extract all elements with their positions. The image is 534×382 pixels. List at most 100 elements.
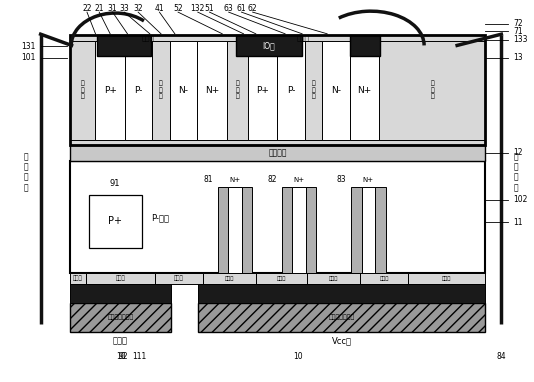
Text: N+: N+ bbox=[205, 86, 219, 95]
Bar bbox=[351, 187, 362, 273]
Bar bbox=[155, 273, 203, 284]
Text: 埋氧化层: 埋氧化层 bbox=[269, 149, 287, 157]
Bar bbox=[226, 40, 248, 139]
Text: P+: P+ bbox=[108, 217, 122, 227]
Text: 氧
化
层: 氧 化 层 bbox=[235, 81, 239, 99]
Text: 32: 32 bbox=[134, 4, 143, 13]
Text: 61: 61 bbox=[237, 4, 246, 13]
Bar bbox=[97, 35, 152, 56]
Text: 氧化层: 氧化层 bbox=[174, 276, 184, 281]
Bar bbox=[229, 187, 242, 273]
Text: N+: N+ bbox=[230, 176, 241, 183]
Bar bbox=[70, 160, 485, 273]
Bar bbox=[153, 40, 169, 139]
Bar bbox=[292, 187, 305, 273]
Bar bbox=[307, 273, 360, 284]
Text: 金
属
引
线: 金 属 引 线 bbox=[24, 152, 29, 192]
Text: 12: 12 bbox=[514, 149, 523, 157]
Text: 11: 11 bbox=[514, 218, 523, 227]
Text: 41: 41 bbox=[155, 4, 164, 13]
Text: 82: 82 bbox=[268, 175, 277, 184]
Text: 氧化层: 氧化层 bbox=[116, 276, 125, 281]
Bar bbox=[203, 273, 256, 284]
Text: 金
属
引
线: 金 属 引 线 bbox=[514, 152, 519, 192]
Bar bbox=[125, 40, 153, 139]
Text: 氧化层: 氧化层 bbox=[329, 276, 338, 281]
Bar bbox=[408, 273, 485, 284]
Text: 10: 10 bbox=[294, 352, 303, 361]
Bar bbox=[70, 303, 171, 332]
Text: IO端: IO端 bbox=[263, 41, 275, 50]
Text: 83: 83 bbox=[336, 175, 346, 184]
Text: 氧化层: 氧化层 bbox=[277, 276, 286, 281]
Text: P-: P- bbox=[287, 86, 295, 95]
Bar bbox=[89, 195, 142, 248]
Text: 钛钨金属硅化物: 钛钨金属硅化物 bbox=[107, 315, 134, 320]
Text: 102: 102 bbox=[514, 195, 528, 204]
Bar bbox=[70, 40, 96, 139]
Text: 氧
化
层: 氧 化 层 bbox=[81, 81, 84, 99]
Bar bbox=[236, 35, 302, 56]
Bar bbox=[96, 40, 125, 139]
Bar bbox=[305, 40, 322, 139]
Bar bbox=[242, 187, 253, 273]
Text: 氧化层: 氧化层 bbox=[225, 276, 234, 281]
Bar bbox=[350, 35, 380, 56]
Text: 氧化层: 氧化层 bbox=[442, 276, 451, 281]
Bar bbox=[70, 35, 485, 145]
Bar bbox=[322, 40, 350, 139]
Text: 氧化层: 氧化层 bbox=[73, 276, 83, 281]
Text: 氧化层: 氧化层 bbox=[142, 34, 155, 41]
Text: 氧化层: 氧化层 bbox=[380, 276, 389, 281]
Text: N-: N- bbox=[178, 86, 189, 95]
Text: 接地端: 接地端 bbox=[113, 337, 128, 346]
Text: 21: 21 bbox=[95, 4, 104, 13]
Bar bbox=[70, 35, 485, 145]
Bar bbox=[350, 40, 379, 139]
Bar bbox=[248, 40, 277, 139]
Bar bbox=[198, 284, 485, 303]
Bar bbox=[70, 284, 171, 303]
Text: 氧化层: 氧化层 bbox=[296, 34, 309, 41]
Text: P+: P+ bbox=[104, 86, 116, 95]
Text: P-衬底: P-衬底 bbox=[152, 213, 169, 222]
Text: 84: 84 bbox=[497, 352, 506, 361]
Text: 31: 31 bbox=[108, 4, 117, 13]
Text: 81: 81 bbox=[203, 175, 213, 184]
Text: 63: 63 bbox=[224, 4, 233, 13]
Bar bbox=[305, 187, 316, 273]
Text: 133: 133 bbox=[514, 36, 528, 44]
Text: 91: 91 bbox=[110, 179, 121, 188]
Text: N+: N+ bbox=[363, 176, 374, 183]
Bar bbox=[256, 273, 307, 284]
Text: 101: 101 bbox=[21, 53, 35, 62]
Bar bbox=[86, 273, 155, 284]
Text: 52: 52 bbox=[173, 4, 183, 13]
Bar bbox=[375, 187, 386, 273]
Bar bbox=[197, 40, 226, 139]
Text: N+: N+ bbox=[357, 86, 371, 95]
Bar bbox=[360, 273, 408, 284]
Text: 72: 72 bbox=[514, 19, 523, 28]
Text: 51: 51 bbox=[205, 4, 214, 13]
Text: 氧
化
层: 氧 化 层 bbox=[311, 81, 315, 99]
Text: 111: 111 bbox=[132, 352, 146, 361]
Text: 33: 33 bbox=[120, 4, 129, 13]
Bar bbox=[70, 145, 485, 160]
Bar bbox=[362, 187, 375, 273]
Bar bbox=[379, 40, 485, 139]
Text: N-: N- bbox=[331, 86, 341, 95]
Text: 92: 92 bbox=[119, 352, 128, 361]
Text: 131: 131 bbox=[21, 42, 35, 51]
Bar bbox=[169, 40, 197, 139]
Text: 钛钨金属硅化物: 钛钨金属硅化物 bbox=[328, 315, 355, 320]
Bar bbox=[218, 187, 229, 273]
Bar bbox=[281, 187, 292, 273]
Text: 71: 71 bbox=[514, 27, 523, 36]
Text: N+: N+ bbox=[293, 176, 304, 183]
Bar bbox=[70, 273, 86, 284]
Text: 10: 10 bbox=[116, 352, 125, 361]
Text: 132: 132 bbox=[191, 4, 205, 13]
Text: P+: P+ bbox=[256, 86, 269, 95]
Text: Vcc端: Vcc端 bbox=[332, 337, 351, 346]
